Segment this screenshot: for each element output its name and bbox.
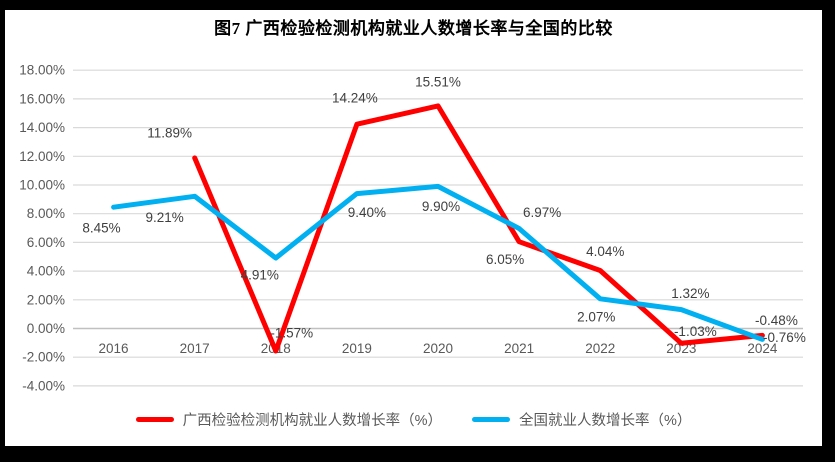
- y-tick-label: 16.00%: [19, 91, 65, 106]
- chart-title: 图7 广西检验检测机构就业人数增长率与全国的比较: [214, 19, 613, 38]
- legend-label-guangxi: 广西检验检测机构就业人数增长率（%）: [182, 413, 442, 429]
- x-tick-label: 2020: [423, 341, 453, 356]
- data-label: 9.90%: [422, 199, 460, 214]
- x-tick-label: 2021: [504, 341, 534, 356]
- data-label: 4.04%: [586, 244, 624, 259]
- y-tick-label: 10.00%: [19, 178, 65, 193]
- y-tick-label: 6.00%: [27, 235, 65, 250]
- data-label: -1.03%: [674, 324, 717, 339]
- legend-item-national: 全国就业人数增长率（%）: [472, 409, 691, 430]
- data-label: -0.48%: [755, 313, 798, 328]
- data-label: 14.24%: [332, 91, 378, 106]
- legend-label-national: 全国就业人数增长率（%）: [519, 413, 692, 429]
- y-tick-label: 12.00%: [19, 149, 65, 164]
- y-tick-label: -4.00%: [22, 378, 65, 393]
- y-tick-label: 0.00%: [27, 321, 65, 336]
- national-series-line: [111, 183, 765, 342]
- legend-item-guangxi: 广西检验检测机构就业人数增长率（%）: [135, 409, 442, 430]
- y-tick-label: 14.00%: [19, 120, 65, 135]
- data-label: 9.21%: [146, 210, 184, 225]
- y-tick-label: 8.00%: [27, 206, 65, 221]
- data-label: 8.45%: [82, 221, 120, 236]
- x-tick-label: 2022: [585, 341, 615, 356]
- x-tick-label: 2016: [99, 341, 129, 356]
- line-chart-plot-area: 18.00% 16.00% 14.00% 12.00% 10.00% 8.00% 6.00%…: [19, 63, 806, 394]
- chart-legend: 广西检验检测机构就业人数增长率（%） 全国就业人数增长率（%）: [5, 409, 822, 430]
- data-label: 9.40%: [348, 205, 386, 220]
- y-tick-label: 2.00%: [27, 292, 65, 307]
- chart-card: 图7 广西检验检测机构就业人数增长率与全国的比较 18.00% 16.00% 14.…: [5, 10, 822, 446]
- data-label: 1.32%: [671, 286, 709, 301]
- y-tick-label: -2.00%: [22, 350, 65, 365]
- guangxi-series-line: [192, 103, 765, 354]
- data-label: 11.89%: [147, 125, 192, 140]
- data-label: 4.91%: [241, 268, 279, 283]
- y-tick-label: 18.00%: [19, 63, 65, 78]
- data-label: 6.05%: [486, 252, 524, 267]
- x-tick-label: 2024: [747, 341, 778, 356]
- x-tick-label: 2019: [342, 341, 372, 356]
- data-label: -0.76%: [763, 330, 806, 345]
- data-label: 2.07%: [577, 309, 615, 324]
- national-series-line-swatch: [472, 417, 510, 422]
- x-tick-label: 2017: [180, 341, 210, 356]
- data-label: -1.57%: [270, 326, 313, 341]
- guangxi-series-line-swatch: [135, 417, 174, 422]
- y-tick-label: 4.00%: [27, 264, 65, 279]
- data-label: 15.51%: [415, 74, 461, 89]
- data-label: 6.97%: [523, 205, 561, 220]
